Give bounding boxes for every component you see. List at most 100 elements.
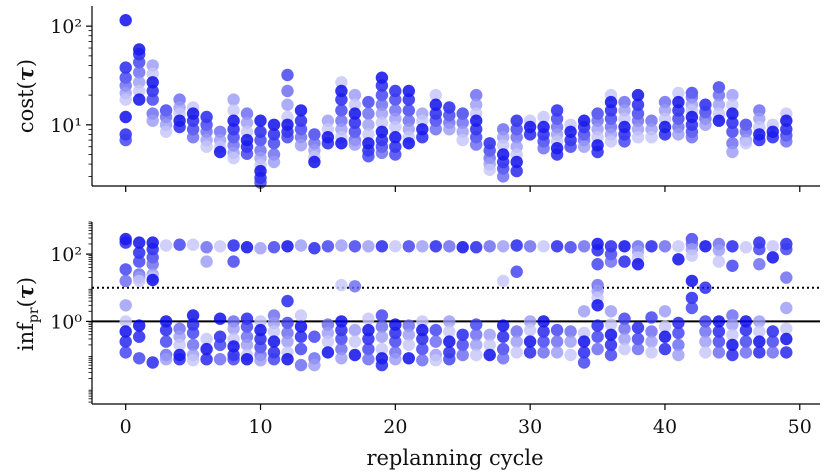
top-data-point bbox=[321, 114, 335, 127]
bottom-data-point bbox=[658, 330, 672, 343]
bottom-data-point bbox=[497, 274, 510, 288]
top-data-point bbox=[402, 137, 415, 150]
top-data-point bbox=[402, 93, 415, 106]
bottom-data-point bbox=[604, 318, 618, 331]
bottom-data-point bbox=[348, 335, 362, 348]
top-data-point bbox=[497, 139, 510, 152]
top-data-point bbox=[523, 128, 537, 141]
top-data-point bbox=[726, 137, 739, 150]
bottom-data-point bbox=[308, 330, 321, 343]
top-data-point bbox=[780, 135, 793, 148]
top-data-point bbox=[726, 88, 739, 102]
bottom-data-point bbox=[712, 325, 726, 338]
top-data-point bbox=[173, 120, 186, 134]
bottom-data-point bbox=[618, 332, 631, 346]
top-data-point bbox=[591, 145, 604, 159]
top-data-point bbox=[645, 131, 658, 144]
top-data-point bbox=[618, 135, 631, 148]
top-data-point bbox=[456, 133, 469, 147]
top-data-point bbox=[362, 118, 375, 131]
top-data-point bbox=[240, 107, 254, 120]
bottom-data-point bbox=[497, 342, 510, 356]
top-data-point bbox=[753, 133, 766, 147]
bottom-data-point bbox=[523, 315, 537, 328]
bottom-data-point bbox=[281, 353, 294, 366]
top-data-point bbox=[456, 116, 469, 129]
top-data-point bbox=[429, 114, 442, 127]
bottom-data-point bbox=[267, 353, 281, 366]
top-data-point bbox=[240, 147, 254, 160]
top-data-point bbox=[308, 128, 321, 141]
bottom-data-point bbox=[604, 328, 618, 341]
top-data-point bbox=[510, 155, 523, 169]
bottom-data-point bbox=[577, 346, 591, 359]
bottom-data-point bbox=[254, 354, 267, 367]
bottom-data-point bbox=[672, 348, 685, 362]
bottom-data-point bbox=[550, 335, 564, 348]
top-data-point bbox=[335, 93, 348, 106]
bottom-data-point bbox=[456, 241, 469, 254]
bottom-data-point bbox=[213, 353, 227, 366]
top-data-point bbox=[712, 114, 726, 127]
bottom-data-point bbox=[294, 309, 308, 322]
bottom-data-point bbox=[119, 274, 132, 288]
top-data-point bbox=[186, 131, 200, 144]
bottom-y-axis-label: infpr(τ) bbox=[13, 277, 42, 351]
top-data-point bbox=[672, 86, 685, 100]
bottom-data-point bbox=[267, 241, 281, 254]
bottom-data-point bbox=[159, 315, 173, 328]
bottom-data-point bbox=[375, 240, 389, 253]
top-data-point bbox=[146, 93, 159, 106]
bottom-data-point bbox=[726, 309, 739, 322]
bottom-data-point bbox=[672, 253, 685, 266]
bottom-x-ticks: 0 10 20 30 40 50 bbox=[120, 404, 812, 438]
bottom-data-point bbox=[523, 240, 537, 253]
bottom-data-point bbox=[294, 358, 308, 372]
bottom-data-point bbox=[281, 326, 294, 340]
bottom-x-tick-label: 0 bbox=[120, 416, 132, 438]
bottom-data-point bbox=[443, 315, 456, 328]
bottom-data-point bbox=[227, 340, 240, 353]
top-data-point bbox=[267, 118, 281, 131]
top-data-point bbox=[281, 84, 294, 98]
top-data-point bbox=[294, 139, 308, 152]
bottom-data-point bbox=[335, 342, 348, 356]
bottom-data-point bbox=[753, 258, 766, 271]
top-data-point bbox=[685, 131, 699, 144]
bottom-data-point bbox=[591, 299, 604, 312]
bottom-data-point bbox=[443, 240, 456, 253]
top-data-point bbox=[159, 125, 173, 138]
bottom-data-point bbox=[523, 346, 537, 359]
top-data-point bbox=[375, 146, 389, 160]
bottom-data-point bbox=[739, 323, 753, 337]
bottom-data-point bbox=[780, 301, 793, 315]
bottom-data-point bbox=[550, 240, 564, 253]
bottom-data-point bbox=[618, 255, 631, 268]
top-data-point bbox=[389, 84, 402, 98]
bottom-data-point bbox=[335, 332, 348, 346]
top-data-point bbox=[604, 135, 618, 148]
bottom-data-point bbox=[416, 332, 429, 346]
bottom-data-point bbox=[766, 251, 779, 264]
bottom-data-point bbox=[685, 249, 699, 262]
bottom-data-point bbox=[618, 312, 631, 325]
bottom-data-point bbox=[321, 326, 335, 340]
top-data-point bbox=[335, 137, 348, 150]
top-data-point bbox=[281, 98, 294, 111]
bottom-data-point bbox=[645, 346, 658, 359]
bottom-data-point bbox=[362, 342, 375, 356]
top-data-point bbox=[335, 76, 348, 89]
top-data-point bbox=[254, 133, 267, 147]
bottom-data-point bbox=[658, 342, 672, 356]
top-data-point bbox=[362, 95, 375, 109]
bottom-data-point bbox=[591, 319, 604, 332]
bottom-data-point bbox=[537, 325, 550, 338]
bottom-data-point bbox=[604, 348, 618, 362]
top-data-point bbox=[402, 104, 415, 117]
bottom-data-point bbox=[362, 332, 375, 346]
bottom-data-point bbox=[726, 240, 739, 253]
top-data-point bbox=[133, 66, 146, 79]
bottom-data-point bbox=[631, 332, 645, 346]
bottom-data-point bbox=[133, 319, 146, 332]
bottom-data-point bbox=[470, 338, 483, 352]
